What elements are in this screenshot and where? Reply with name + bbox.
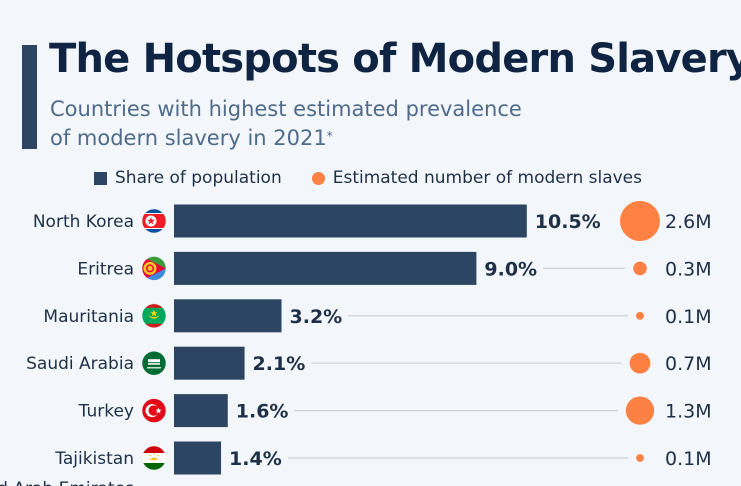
- legend-label-slaves: Estimated number of modern slaves: [332, 168, 642, 188]
- flag-north-korea-icon: [141, 208, 167, 234]
- bubble-value-label: 0.3M: [665, 258, 712, 280]
- bubble-value-label: 1.3M: [665, 401, 712, 423]
- footnote-mark: *: [326, 129, 333, 143]
- bar-share-of-population: [174, 441, 222, 475]
- flag-tajikistan-icon: [141, 445, 167, 471]
- bar-value-label: 10.5%: [535, 211, 601, 233]
- subtitle-line-2: of modern slavery in 2021: [50, 126, 327, 150]
- country-label-truncated: United Arab Emirates: [0, 479, 134, 486]
- country-label: North Korea: [33, 212, 134, 232]
- chart-subtitle: Countries with highest estimated prevale…: [50, 95, 610, 153]
- bubble-modern-slaves: [636, 311, 644, 320]
- country-label: Turkey: [78, 402, 134, 422]
- bubble-value-label: 0.1M: [665, 306, 712, 328]
- bubble-modern-slaves: [636, 454, 644, 462]
- bar-value-label: 1.6%: [236, 401, 289, 423]
- bar-value-label: 3.2%: [290, 306, 343, 328]
- title-accent-bar: [22, 45, 37, 149]
- legend: Share of population Estimated number of …: [94, 168, 642, 188]
- bar-share-of-population: [174, 299, 282, 333]
- flag-mauritania-icon: [141, 303, 167, 329]
- bubble-modern-slaves: [620, 201, 660, 241]
- flag-saudi-arabia-icon: [141, 350, 167, 376]
- bubble-modern-slaves: [625, 396, 655, 425]
- bubble-value-label: 0.1M: [665, 448, 712, 470]
- country-label: Saudi Arabia: [26, 354, 134, 374]
- legend-label-share: Share of population: [115, 168, 282, 188]
- flag-turkey-icon: [141, 398, 167, 423]
- bar-share-of-population: [174, 251, 477, 285]
- country-label: Eritrea: [77, 259, 134, 279]
- country-label: Mauritania: [43, 307, 134, 327]
- bar-value-label: 2.1%: [253, 353, 306, 375]
- bubble-modern-slaves: [629, 352, 651, 374]
- bubble-modern-slaves: [633, 261, 647, 276]
- bar-share-of-population: [174, 394, 228, 428]
- legend-swatch-slaves: [311, 171, 325, 185]
- bar-share-of-population: [174, 346, 245, 380]
- flag-eritrea-icon: [141, 256, 167, 281]
- subtitle-line-1: Countries with highest estimated prevale…: [50, 97, 522, 121]
- chart-title: The Hotspots of Modern Slavery: [49, 36, 741, 82]
- bar-share-of-population: [174, 204, 527, 238]
- bar-value-label: 1.4%: [229, 448, 282, 470]
- legend-swatch-share: [94, 171, 107, 185]
- bar-value-label: 9.0%: [484, 258, 537, 280]
- bubble-value-label: 0.7M: [665, 353, 712, 375]
- country-label: Tajikistan: [54, 449, 134, 469]
- bubble-value-label: 2.6M: [665, 211, 712, 233]
